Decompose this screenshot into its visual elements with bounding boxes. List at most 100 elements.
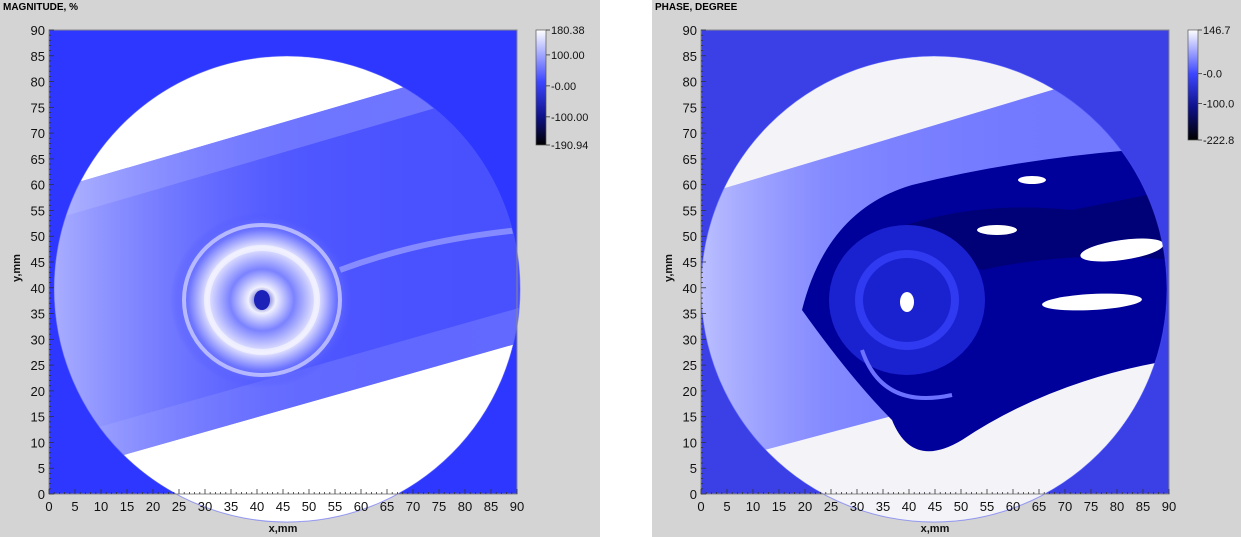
y-tick-label: 25: [31, 358, 45, 373]
y-tick-label: 15: [683, 410, 697, 425]
magnitude-ticks: 0 5 10 15 20 25 30 35 40 45 50 55 60 65 70 75 80 85 90 0 5 10…: [31, 23, 525, 514]
y-tick-label: 65: [31, 152, 45, 167]
y-tick-label: 40: [683, 281, 697, 296]
colorbar-tick-label: 100.00: [551, 50, 585, 62]
y-tick-label: 20: [31, 384, 45, 399]
y-tick-label: 65: [683, 152, 697, 167]
y-tick-label: 70: [683, 126, 697, 141]
magnitude-chart: 0 5 10 15 20 25 30 35 40 45 50 55 60 65 70 75 80 85 90 0 5 10…: [11, 23, 588, 535]
phase-panel: PHASE, DEGREE: [652, 0, 1241, 537]
colorbar-tick-label: 180.38: [551, 25, 585, 37]
phase-field: [701, 56, 1167, 522]
x-tick-label: 10: [94, 499, 108, 514]
y-tick-label: 25: [683, 358, 697, 373]
x-tick-label: 0: [697, 499, 704, 514]
x-tick-label: 45: [928, 499, 942, 514]
magnitude-panel: MAGNITUDE, %: [0, 0, 600, 537]
y-tick-label: 75: [31, 100, 45, 115]
y-tick-label: 60: [31, 178, 45, 193]
y-tick-label: 60: [683, 178, 697, 193]
x-tick-label: 65: [380, 499, 394, 514]
x-tick-label: 85: [1136, 499, 1150, 514]
y-tick-label: 40: [31, 281, 45, 296]
x-tick-label: 5: [71, 499, 78, 514]
magnitude-ylabel: y,mm: [11, 254, 23, 282]
x-tick-label: 60: [1006, 499, 1020, 514]
x-tick-label: 40: [902, 499, 916, 514]
y-tick-label: 35: [683, 307, 697, 322]
y-tick-label: 50: [683, 229, 697, 244]
x-tick-label: 20: [798, 499, 812, 514]
phase-colorbar-ticks: 146.7 -0.0 -100.0 -222.8: [1198, 25, 1234, 147]
x-tick-label: 25: [172, 499, 186, 514]
y-tick-label: 5: [690, 461, 697, 476]
x-tick-label: 50: [954, 499, 968, 514]
y-tick-label: 5: [38, 461, 45, 476]
y-tick-label: 35: [31, 307, 45, 322]
x-tick-label: 55: [328, 499, 342, 514]
x-tick-label: 35: [224, 499, 238, 514]
y-tick-label: 45: [31, 255, 45, 270]
colorbar-tick-label: -0.00: [551, 81, 576, 93]
colorbar-tick-label: -100.00: [551, 112, 588, 124]
x-tick-label: 80: [458, 499, 472, 514]
x-tick-label: 80: [1110, 499, 1124, 514]
colorbar-tick-label: -0.0: [1203, 69, 1222, 81]
x-tick-label: 65: [1032, 499, 1046, 514]
x-tick-label: 35: [876, 499, 890, 514]
phase-ylabel: y,mm: [663, 254, 675, 282]
x-tick-label: 15: [772, 499, 786, 514]
x-tick-label: 15: [120, 499, 134, 514]
y-tick-label: 90: [31, 23, 45, 38]
x-tick-label: 20: [146, 499, 160, 514]
colorbar-tick-label: -100.0: [1203, 98, 1234, 110]
phase-xlabel: x,mm: [921, 523, 950, 535]
y-tick-label: 15: [31, 410, 45, 425]
x-tick-label: 90: [510, 499, 524, 514]
y-tick-label: 75: [683, 100, 697, 115]
colorbar-tick-label: 146.7: [1203, 25, 1231, 37]
magnitude-colorbar: [535, 29, 547, 146]
x-tick-label: 40: [250, 499, 264, 514]
phase-chart: 0 5 10 15 20 25 30 35 40 45 50 55 60 65 70 75 80 85 90 0 5 10…: [663, 23, 1234, 535]
x-tick-label: 25: [824, 499, 838, 514]
y-tick-label: 70: [31, 126, 45, 141]
y-tick-label: 55: [683, 203, 697, 218]
phase-ticks: 0 5 10 15 20 25 30 35 40 45 50 55 60 65 70 75 80 85 90 0 5 10…: [683, 23, 1177, 514]
phase-colorbar: [1187, 29, 1199, 141]
x-tick-label: 60: [354, 499, 368, 514]
x-tick-label: 85: [484, 499, 498, 514]
magnitude-xlabel: x,mm: [269, 523, 298, 535]
colorbar-tick-label: -222.8: [1203, 135, 1234, 147]
x-tick-label: 30: [850, 499, 864, 514]
x-tick-label: 75: [432, 499, 446, 514]
x-tick-label: 30: [198, 499, 212, 514]
x-tick-label: 5: [723, 499, 730, 514]
magnitude-title: MAGNITUDE, %: [3, 2, 78, 13]
y-tick-label: 10: [31, 435, 45, 450]
x-tick-label: 10: [746, 499, 760, 514]
y-tick-label: 85: [31, 49, 45, 64]
x-tick-label: 90: [1162, 499, 1176, 514]
y-tick-label: 85: [683, 49, 697, 64]
y-tick-label: 30: [683, 332, 697, 347]
y-tick-label: 30: [31, 332, 45, 347]
x-tick-label: 55: [980, 499, 994, 514]
magnitude-field: [54, 56, 520, 522]
x-tick-label: 0: [45, 499, 52, 514]
x-tick-label: 70: [1058, 499, 1072, 514]
colorbar-tick-label: -190.94: [551, 140, 588, 152]
x-tick-label: 70: [406, 499, 420, 514]
magnitude-colorbar-ticks: 180.38 100.00 -0.00 -100.00 -190.94: [546, 25, 588, 152]
y-tick-label: 0: [690, 487, 697, 502]
y-tick-label: 55: [31, 203, 45, 218]
x-tick-label: 50: [302, 499, 316, 514]
y-tick-label: 0: [38, 487, 45, 502]
y-tick-label: 80: [683, 75, 697, 90]
x-tick-label: 45: [276, 499, 290, 514]
y-tick-label: 45: [683, 255, 697, 270]
y-tick-label: 50: [31, 229, 45, 244]
y-tick-label: 10: [683, 435, 697, 450]
x-tick-label: 75: [1084, 499, 1098, 514]
y-tick-label: 90: [683, 23, 697, 38]
